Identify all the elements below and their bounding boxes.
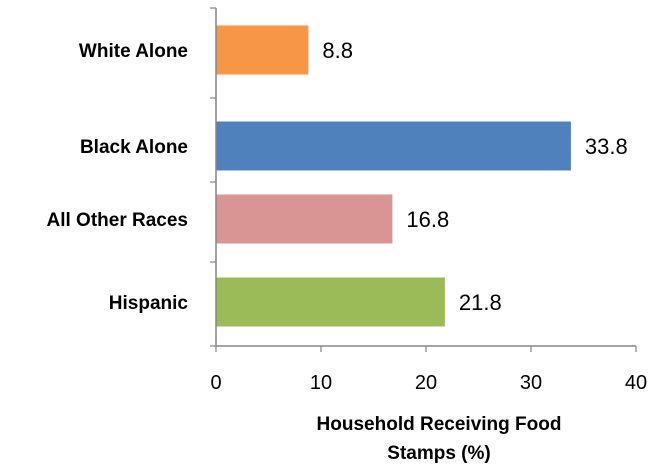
x-tick-label-40: 40	[625, 372, 647, 394]
category-label-all-other-races: All Other Races	[47, 210, 189, 231]
bar-white-alone	[216, 25, 309, 75]
category-label-white-alone: White Alone	[79, 41, 188, 62]
x-ticks: 0 10 20 30 40	[210, 7, 647, 394]
value-labels: 8.8 33.8 16.8 21.8	[322, 38, 627, 315]
category-labels: White Alone Black Alone All Other Races His…	[47, 41, 189, 314]
x-tick-label-10: 10	[310, 372, 332, 394]
value-label-hispanic: 21.8	[459, 290, 502, 315]
x-axis-title-line-1: Household Receiving Food	[317, 414, 562, 435]
bar-hispanic	[216, 277, 445, 327]
x-tick-label-0: 0	[210, 372, 221, 394]
x-tick-label-30: 30	[520, 372, 542, 394]
x-axis-title-line-2: Stamps (%)	[387, 443, 490, 464]
value-label-white-alone: 8.8	[322, 38, 353, 63]
bar-all-other-races	[216, 194, 393, 244]
value-label-all-other-races: 16.8	[406, 207, 449, 232]
bars-layer	[216, 25, 571, 327]
bar-black-alone	[216, 121, 571, 171]
category-label-black-alone: Black Alone	[80, 137, 188, 158]
x-tick-label-20: 20	[415, 372, 437, 394]
category-label-hispanic: Hispanic	[109, 293, 189, 314]
value-label-black-alone: 33.8	[585, 134, 628, 159]
